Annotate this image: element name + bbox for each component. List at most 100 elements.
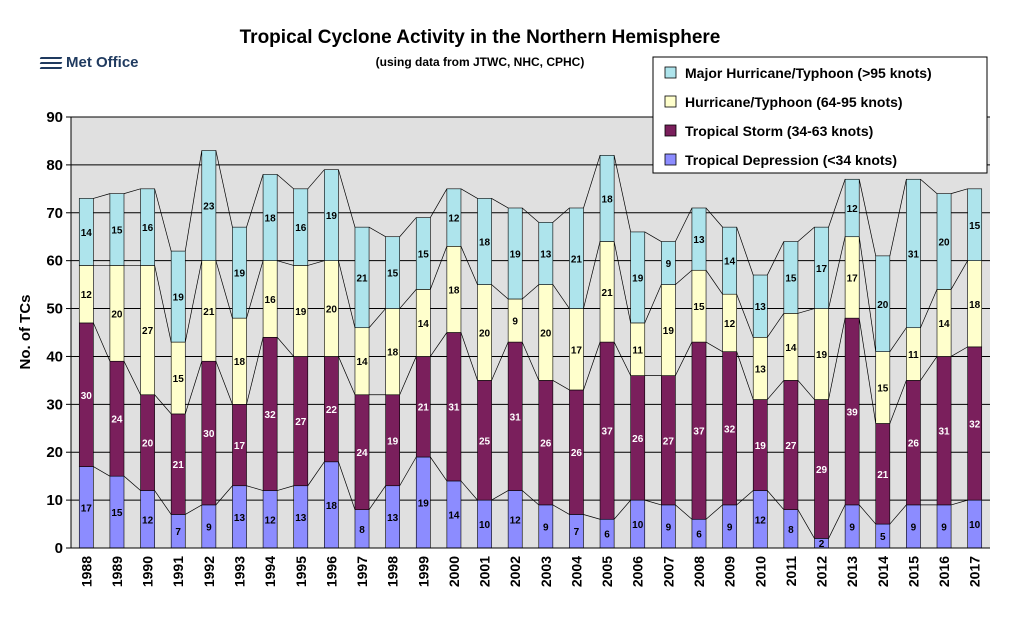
data-label-3-2005: 21: [602, 288, 614, 299]
data-label-4-2006: 19: [632, 273, 644, 284]
data-label-1-2015: 9: [911, 522, 917, 533]
data-label-2-1991: 21: [173, 460, 185, 471]
connector-1-2005: [613, 499, 631, 520]
connector-3-2013: [858, 236, 877, 352]
x-axis: 1988 1989 1990 1991 1992 1993 1994 1995 1996 1997…: [71, 547, 990, 587]
bar-4-1997: [354, 226, 370, 329]
connector-3-1995: [307, 260, 325, 266]
data-label-3-1994: 16: [265, 295, 277, 306]
data-label-1-1992: 9: [206, 522, 212, 533]
data-label-2-2010: 19: [755, 441, 767, 452]
connector-2-2016: [950, 346, 968, 357]
data-label-3-2011: 14: [785, 343, 797, 354]
legend-label-3: Tropical Storm (34-63 knots): [685, 123, 873, 139]
bar-4-1991: [170, 250, 186, 343]
data-label-3-2004: 17: [571, 345, 583, 356]
connector-3-1990: [154, 265, 172, 343]
bar-4-1994: [262, 174, 278, 261]
connector-2-2013: [858, 318, 877, 424]
connector-3-2014: [889, 327, 907, 352]
x-tick-label-2002: 2002: [507, 556, 523, 587]
x-tick-label-2006: 2006: [630, 556, 646, 587]
data-label-4-2003: 13: [540, 249, 552, 260]
connector-3-1998: [399, 289, 417, 309]
data-label-4-2010: 13: [755, 302, 767, 313]
bar-4-2009: [722, 226, 737, 295]
data-label-2-2013: 39: [847, 408, 859, 419]
data-label-2-1993: 17: [234, 441, 246, 452]
x-tick-label-1991: 1991: [170, 556, 186, 587]
bar-4-2000: [446, 188, 462, 247]
x-tick-label-2003: 2003: [538, 556, 554, 587]
x-tick-label-1994: 1994: [262, 556, 278, 587]
x-tick-label-1996: 1996: [323, 556, 339, 587]
connector-4-1994: [276, 174, 294, 190]
data-label-4-2009: 14: [724, 257, 736, 268]
data-label-4-2016: 20: [938, 238, 950, 249]
bar-4-2010: [752, 274, 768, 338]
data-label-3-2014: 15: [877, 384, 889, 395]
bar-4-2002: [507, 207, 523, 300]
connector-2-1998: [399, 356, 417, 395]
data-label-3-2002: 9: [512, 317, 518, 328]
connector-4-1989: [123, 188, 141, 194]
data-label-3-2012: 19: [816, 350, 828, 361]
data-label-1-2008: 6: [696, 530, 702, 541]
data-label-2-2004: 26: [571, 448, 583, 459]
connector-1-1992: [215, 485, 233, 506]
data-label-1-2004: 7: [574, 527, 580, 538]
connector-3-2010: [767, 313, 785, 338]
data-label-2-1999: 21: [418, 403, 430, 414]
connector-2-2004: [583, 341, 601, 391]
connector-2-2008: [705, 341, 723, 352]
data-label-3-1988: 12: [81, 290, 93, 301]
data-label-2-2002: 31: [510, 412, 522, 423]
legend-swatch-1: [664, 66, 677, 79]
data-label-4-2015: 31: [908, 249, 920, 260]
data-label-4-1995: 16: [295, 223, 307, 234]
legend-label-2: Hurricane/Typhoon (64-95 knots): [685, 94, 903, 110]
bar-4-1992: [201, 150, 217, 261]
connector-3-2015: [920, 289, 938, 328]
bar-4-2005: [599, 155, 615, 242]
data-label-1-1990: 12: [142, 515, 154, 526]
data-label-1-1998: 13: [387, 513, 399, 524]
bar-4-1999: [415, 217, 431, 290]
connector-4-1995: [307, 169, 325, 190]
bar-4-1996: [324, 169, 339, 261]
chart-title: Tropical Cyclone Activity in the Norther…: [240, 27, 721, 48]
data-label-3-2003: 20: [540, 329, 552, 340]
legend-box: [652, 56, 988, 174]
legend-swatch-2: [664, 95, 677, 108]
data-label-2-1994: 32: [265, 410, 277, 421]
data-label-1-2002: 12: [510, 515, 522, 526]
connector-1-2006: [644, 499, 662, 506]
met-office-logo-icon: [39, 56, 63, 69]
data-label-3-2015: 11: [908, 350, 919, 361]
connector-2-2007: [675, 341, 693, 376]
connector-3-2011: [797, 308, 815, 314]
connector-1-2004: [583, 514, 601, 520]
bar-4-1988: [78, 198, 94, 266]
connector-3-2004: [583, 241, 601, 309]
data-label-2-2009: 32: [724, 424, 736, 435]
x-tick-label-2015: 2015: [905, 556, 921, 587]
connector-4-1999: [430, 188, 448, 218]
data-label-1-1996: 18: [326, 501, 338, 512]
connector-2-2011: [797, 380, 815, 400]
connector-2-1991: [184, 361, 203, 415]
connector-3-1994: [277, 260, 294, 266]
connector-2-2012: [828, 318, 846, 400]
data-label-3-1999: 14: [418, 319, 430, 330]
data-label-2-2000: 31: [448, 403, 460, 414]
bar-4-1993: [232, 226, 247, 319]
x-tick-label-2017: 2017: [967, 556, 983, 587]
connector-1-2007: [675, 504, 693, 520]
data-label-1-2011: 8: [788, 525, 794, 536]
legend-swatch-4: [664, 153, 677, 166]
connector-2-1996: [338, 356, 356, 395]
data-label-1-2007: 9: [666, 522, 672, 533]
connector-3-2008: [705, 270, 723, 295]
x-tick-label-2012: 2012: [814, 556, 830, 587]
connector-3-2006: [644, 284, 662, 324]
